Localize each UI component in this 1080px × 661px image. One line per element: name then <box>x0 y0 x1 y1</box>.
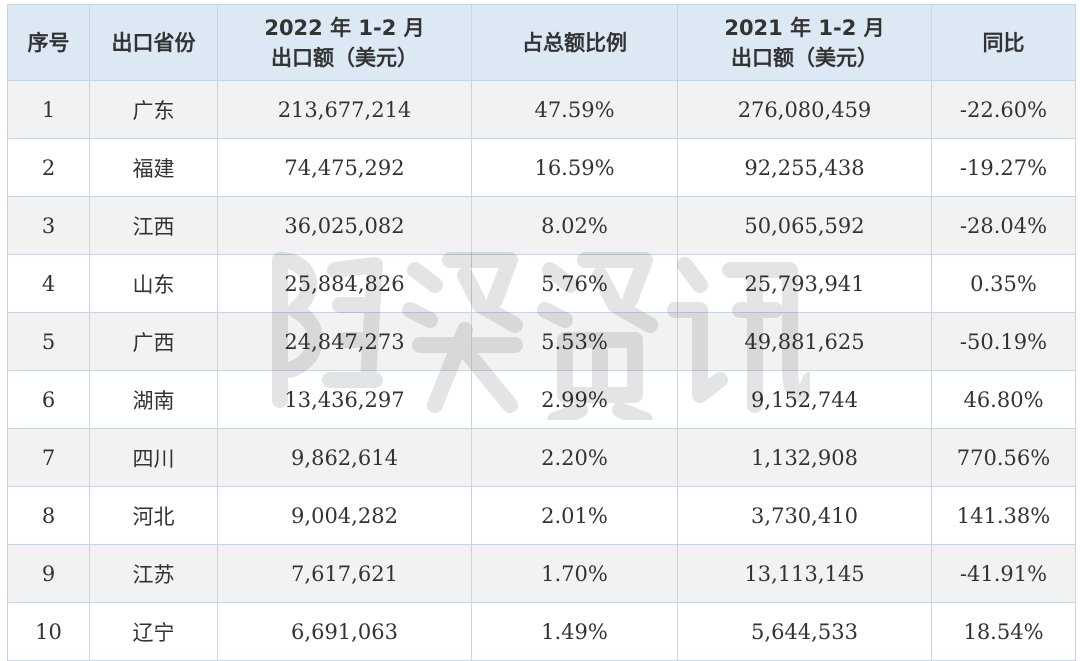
cell-share: 5.53% <box>471 312 678 371</box>
header-yoy: 同比 <box>931 4 1076 81</box>
cell-yoy: 141.38% <box>931 486 1076 545</box>
cell-share: 2.01% <box>471 486 678 545</box>
header-export-2022: 2022 年 1-2 月 出口额（美元） <box>217 4 472 81</box>
cell-no: 9 <box>7 544 90 603</box>
cell-share: 5.76% <box>471 254 678 313</box>
header-share: 占总额比例 <box>471 4 678 81</box>
cell-share: 2.99% <box>471 370 678 429</box>
cell-province: 福建 <box>89 138 218 197</box>
cell-export-2022: 7,617,621 <box>217 544 472 603</box>
cell-export-2021: 25,793,941 <box>677 254 932 313</box>
table-row: 7 四川 9,862,614 2.20% 1,132,908 770.56% <box>7 428 1076 487</box>
cell-no: 2 <box>7 138 90 197</box>
cell-province: 江西 <box>89 196 218 255</box>
cell-export-2022: 36,025,082 <box>217 196 472 255</box>
cell-no: 10 <box>7 602 90 661</box>
export-table: 序号 出口省份 2022 年 1-2 月 出口额（美元） 占总额比例 2021 … <box>7 4 1076 661</box>
header-province: 出口省份 <box>89 4 218 81</box>
cell-share: 47.59% <box>471 80 678 139</box>
cell-no: 1 <box>7 80 90 139</box>
cell-share: 16.59% <box>471 138 678 197</box>
cell-export-2021: 9,152,744 <box>677 370 932 429</box>
cell-province: 四川 <box>89 428 218 487</box>
cell-province: 河北 <box>89 486 218 545</box>
cell-export-2021: 276,080,459 <box>677 80 932 139</box>
cell-no: 6 <box>7 370 90 429</box>
table-header: 序号 出口省份 2022 年 1-2 月 出口额（美元） 占总额比例 2021 … <box>7 4 1076 81</box>
cell-share: 2.20% <box>471 428 678 487</box>
header-export-2022-unit: 出口额（美元） <box>271 45 418 70</box>
header-no: 序号 <box>7 4 90 81</box>
header-row: 序号 出口省份 2022 年 1-2 月 出口额（美元） 占总额比例 2021 … <box>7 4 1076 81</box>
cell-export-2022: 9,862,614 <box>217 428 472 487</box>
table-row: 6 湖南 13,436,297 2.99% 9,152,744 46.80% <box>7 370 1076 429</box>
table-row: 5 广西 24,847,273 5.53% 49,881,625 -50.19% <box>7 312 1076 371</box>
table-row: 3 江西 36,025,082 8.02% 50,065,592 -28.04% <box>7 196 1076 255</box>
cell-province: 广西 <box>89 312 218 371</box>
cell-export-2021: 92,255,438 <box>677 138 932 197</box>
cell-share: 8.02% <box>471 196 678 255</box>
header-export-2021-period: 2021 年 1-2 月 <box>724 15 885 40</box>
cell-export-2021: 3,730,410 <box>677 486 932 545</box>
cell-export-2021: 50,065,592 <box>677 196 932 255</box>
cell-yoy: 0.35% <box>931 254 1076 313</box>
cell-no: 7 <box>7 428 90 487</box>
cell-export-2022: 6,691,063 <box>217 602 472 661</box>
header-export-2022-period: 2022 年 1-2 月 <box>264 15 425 40</box>
cell-province: 江苏 <box>89 544 218 603</box>
header-export-2021-unit: 出口额（美元） <box>731 45 878 70</box>
cell-yoy: -22.60% <box>931 80 1076 139</box>
table-row: 10 辽宁 6,691,063 1.49% 5,644,533 18.54% <box>7 602 1076 661</box>
cell-no: 4 <box>7 254 90 313</box>
cell-yoy: 770.56% <box>931 428 1076 487</box>
cell-share: 1.70% <box>471 544 678 603</box>
cell-export-2022: 25,884,826 <box>217 254 472 313</box>
cell-yoy: -41.91% <box>931 544 1076 603</box>
cell-province: 湖南 <box>89 370 218 429</box>
cell-export-2021: 5,644,533 <box>677 602 932 661</box>
cell-export-2021: 49,881,625 <box>677 312 932 371</box>
cell-export-2021: 13,113,145 <box>677 544 932 603</box>
cell-no: 5 <box>7 312 90 371</box>
cell-yoy: 46.80% <box>931 370 1076 429</box>
table-row: 1 广东 213,677,214 47.59% 276,080,459 -22.… <box>7 80 1076 139</box>
cell-province: 山东 <box>89 254 218 313</box>
cell-export-2021: 1,132,908 <box>677 428 932 487</box>
cell-yoy: -28.04% <box>931 196 1076 255</box>
table-row: 9 江苏 7,617,621 1.70% 13,113,145 -41.91% <box>7 544 1076 603</box>
cell-export-2022: 9,004,282 <box>217 486 472 545</box>
table-row: 4 山东 25,884,826 5.76% 25,793,941 0.35% <box>7 254 1076 313</box>
cell-share: 1.49% <box>471 602 678 661</box>
cell-export-2022: 24,847,273 <box>217 312 472 371</box>
header-export-2021: 2021 年 1-2 月 出口额（美元） <box>677 4 932 81</box>
cell-no: 8 <box>7 486 90 545</box>
cell-yoy: -19.27% <box>931 138 1076 197</box>
cell-export-2022: 74,475,292 <box>217 138 472 197</box>
cell-province: 辽宁 <box>89 602 218 661</box>
table-row: 8 河北 9,004,282 2.01% 3,730,410 141.38% <box>7 486 1076 545</box>
table-row: 2 福建 74,475,292 16.59% 92,255,438 -19.27… <box>7 138 1076 197</box>
cell-no: 3 <box>7 196 90 255</box>
table-body: 1 广东 213,677,214 47.59% 276,080,459 -22.… <box>7 80 1076 661</box>
cell-export-2022: 13,436,297 <box>217 370 472 429</box>
cell-yoy: -50.19% <box>931 312 1076 371</box>
cell-yoy: 18.54% <box>931 602 1076 661</box>
cell-province: 广东 <box>89 80 218 139</box>
cell-export-2022: 213,677,214 <box>217 80 472 139</box>
